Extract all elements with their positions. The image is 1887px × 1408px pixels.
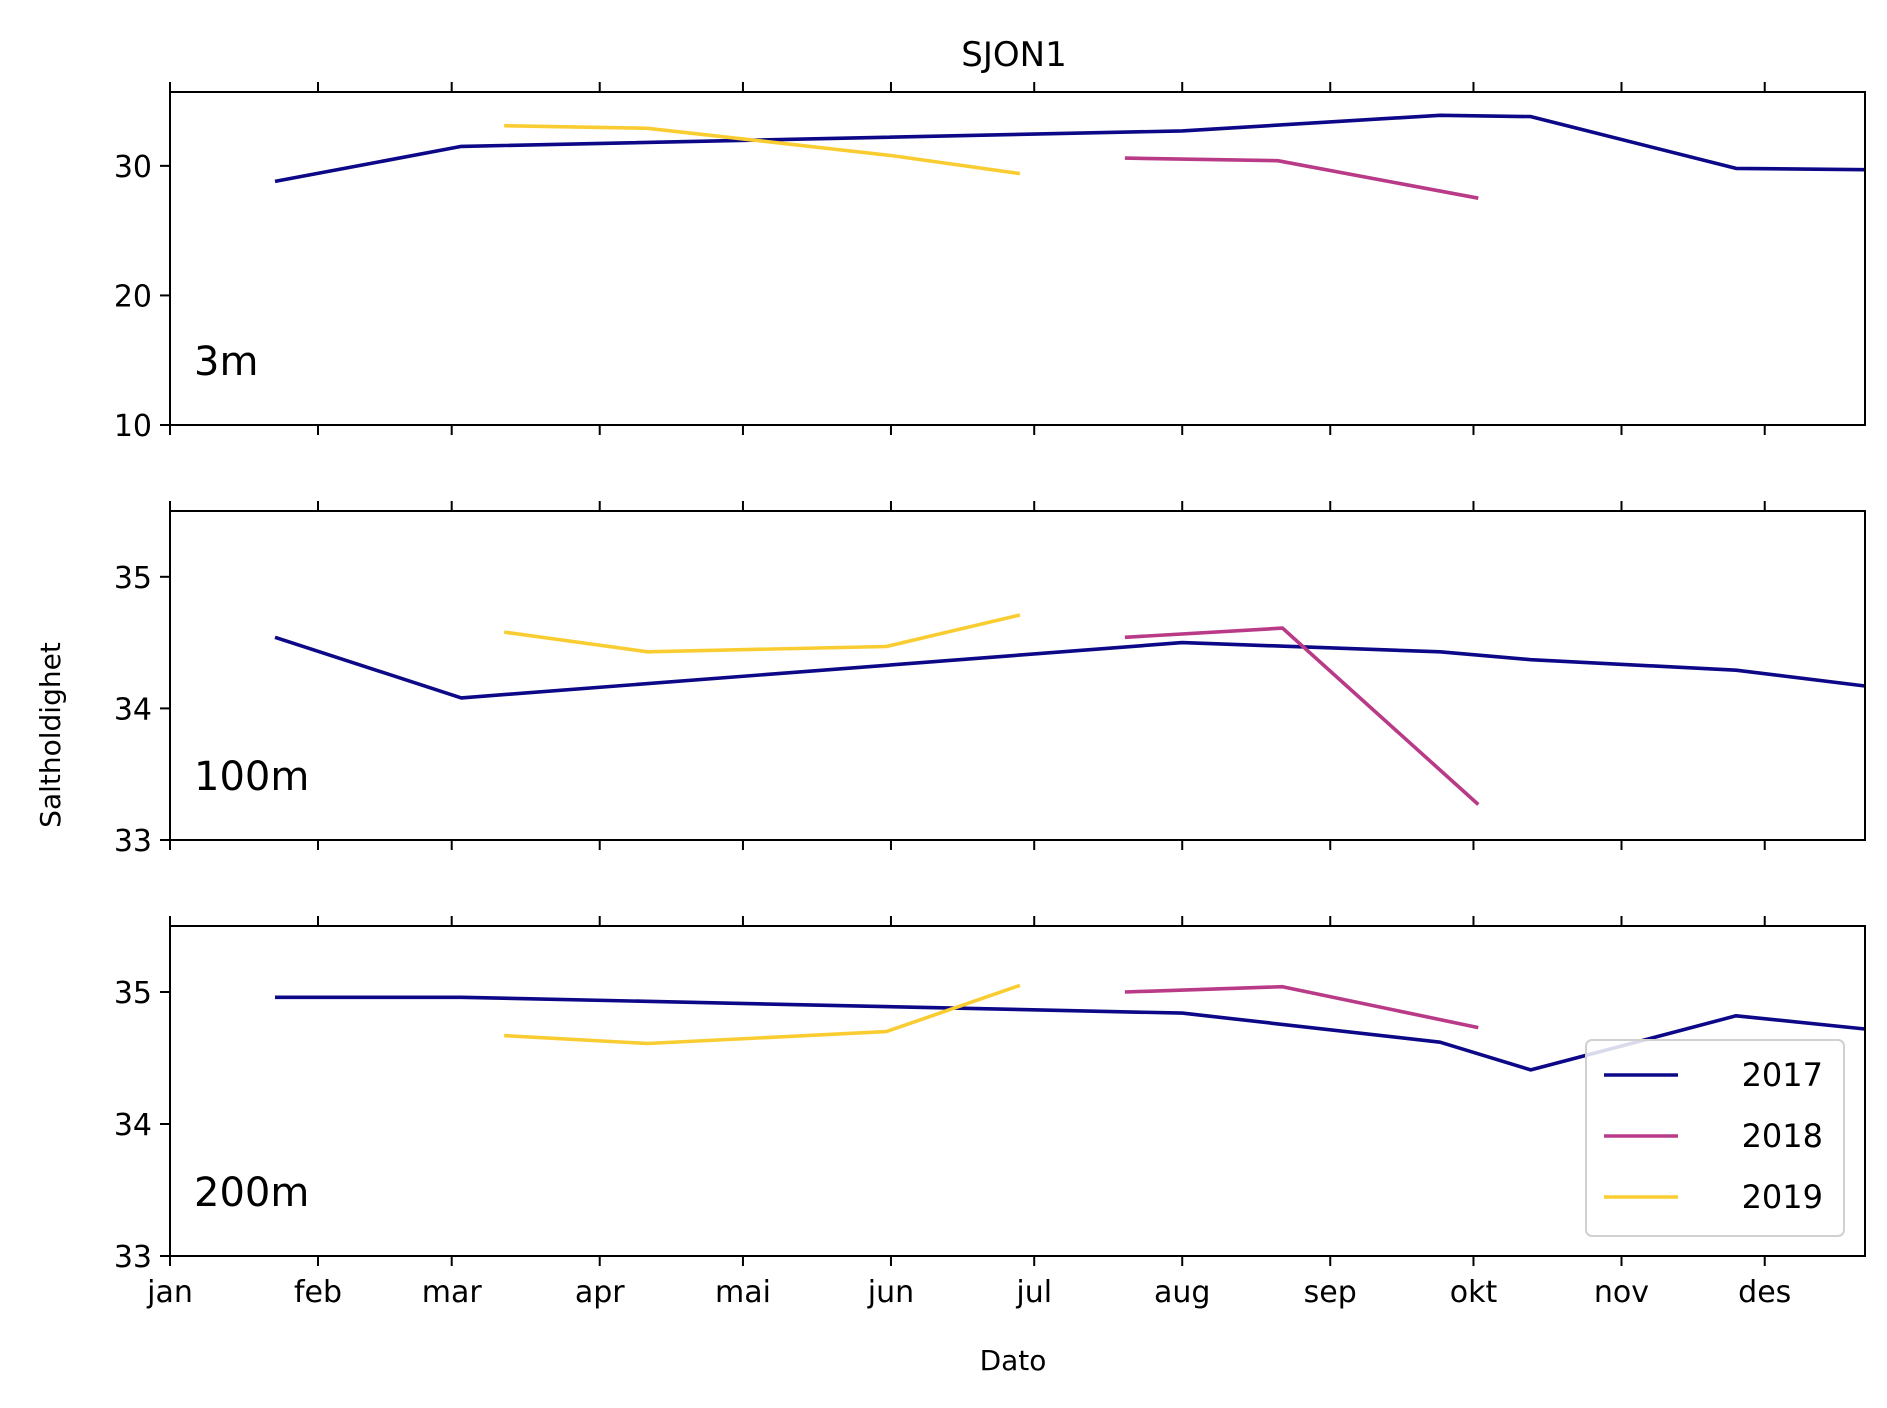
plot-frame-100m — [169, 510, 1866, 841]
x-axis-label: Dato — [980, 1344, 1047, 1377]
legend-label-2019: 2019 — [1742, 1178, 1823, 1216]
legend: 2017 2018 2019 — [1585, 1039, 1845, 1237]
y-tick-label: 20 — [114, 279, 152, 314]
x-tick-label: sep — [1304, 1275, 1357, 1310]
y-tick-label: 10 — [114, 409, 152, 444]
x-tick-label: jun — [867, 1275, 914, 1310]
x-tick-label: nov — [1594, 1275, 1649, 1310]
x-tick-label: jan — [146, 1275, 193, 1310]
plot-frame-200m — [169, 925, 1866, 1257]
x-tick-label: okt — [1450, 1275, 1498, 1310]
x-tick-label: apr — [575, 1275, 625, 1310]
x-tick-label: feb — [294, 1275, 342, 1310]
series-line-2019-100m — [503, 613, 1021, 654]
series-line-2017-3m — [274, 113, 1866, 184]
x-tick-label: des — [1738, 1275, 1791, 1310]
plot-frame-3m — [169, 91, 1866, 426]
chart-title: SJON1 — [961, 35, 1066, 75]
panel-3m: 10 20 30 3m — [114, 82, 1866, 444]
series-line-2017-100m — [274, 635, 1866, 700]
x-tick-label: mai — [715, 1275, 771, 1310]
depth-label: 3m — [194, 339, 258, 385]
panels-group: 10 20 30 3m 33 34 35 100m 33 34 35 jan feb mar apr mai j… — [114, 82, 1866, 1310]
series-line-2018-200m — [1124, 984, 1479, 1030]
y-tick-label: 34 — [114, 692, 152, 727]
y-tick-label: 33 — [114, 1240, 152, 1275]
depth-label: 100m — [194, 754, 309, 800]
series-line-2018-3m — [1124, 156, 1479, 200]
y-tick-label: 30 — [114, 150, 152, 185]
y-axis-label: Saltholdighet — [34, 642, 67, 828]
series-line-2018-100m — [1124, 626, 1480, 806]
y-tick-label: 35 — [114, 561, 152, 596]
y-tick-label: 33 — [114, 824, 152, 859]
legend-box — [1585, 1039, 1845, 1237]
y-tick-label: 35 — [114, 976, 152, 1011]
series-line-2019-200m — [504, 983, 1021, 1046]
series-line-2019-3m — [504, 123, 1021, 176]
panel-200m: 33 34 35 jan feb mar apr mai jun jul aug sep okt nov d… — [114, 916, 1866, 1310]
x-tick-label: jul — [1015, 1275, 1052, 1310]
x-tick-label: aug — [1154, 1275, 1210, 1310]
panel-100m: 33 34 35 100m — [114, 501, 1866, 859]
y-tick-label: 34 — [114, 1108, 152, 1143]
legend-label-2018: 2018 — [1742, 1117, 1823, 1155]
legend-label-2017: 2017 — [1742, 1056, 1823, 1094]
series-line-2017-200m — [275, 995, 1866, 1072]
x-tick-label: mar — [422, 1275, 483, 1310]
depth-label: 200m — [194, 1170, 309, 1216]
